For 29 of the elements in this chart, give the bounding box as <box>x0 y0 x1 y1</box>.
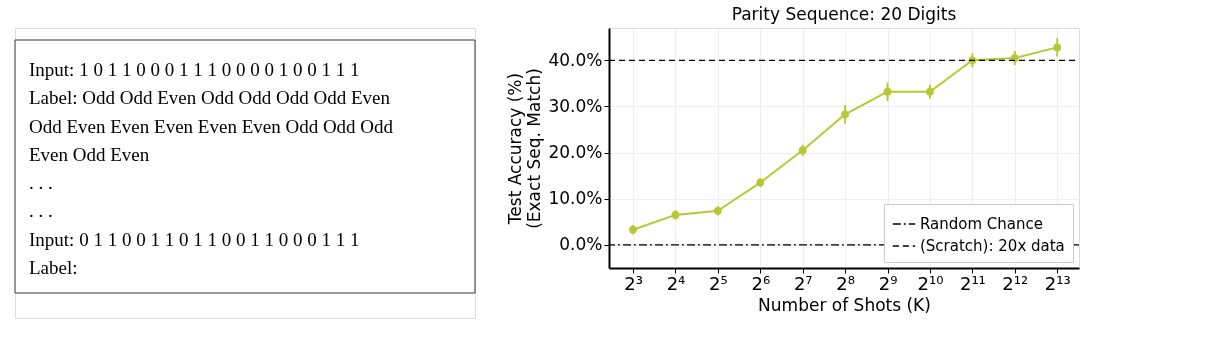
legend-label: (Scratch): 20x data <box>920 237 1065 255</box>
y-axis-title: Test Accuracy (%) (Exact Seq. Match) <box>505 68 545 229</box>
y-tick-label: 0.0% <box>559 234 603 255</box>
chart-title: Parity Sequence: 20 Digits <box>731 4 957 24</box>
text: Even Odd Even <box>29 143 150 165</box>
text: . . . <box>29 200 53 222</box>
y-tick-label: 30.0% <box>548 95 603 116</box>
x-tick-label: 2⁹ <box>878 272 898 294</box>
x-tick-label: 2⁸ <box>836 272 855 294</box>
y-tick-label: 10.0% <box>548 188 603 209</box>
x-axis-title: Number of Shots (K) <box>758 294 931 315</box>
x-tick-label: 2⁷ <box>793 272 813 294</box>
y-tick-label: 20.0% <box>548 142 603 163</box>
x-tick-label: 2⁶ <box>751 272 771 294</box>
x-tick-label: 2⁴ <box>666 272 686 294</box>
text: Label: Odd Odd Even Odd Odd Odd Odd Even <box>29 87 391 109</box>
x-tick-label: 2¹³ <box>1044 272 1071 294</box>
x-tick-label: 2¹⁰ <box>917 272 944 294</box>
text: . . . <box>29 172 53 194</box>
text: Input: 0 1 1 0 0 1 1 0 1 1 0 0 1 1 0 0 0 1 1 1 <box>29 228 360 250</box>
text: Odd Even Even Even Even Even Odd Odd Odd <box>29 115 394 137</box>
x-tick-label: 2¹² <box>1002 272 1029 294</box>
x-tick-label: 2¹¹ <box>959 272 986 294</box>
text: Label: <box>29 256 78 278</box>
y-tick-label: 40.0% <box>548 49 603 70</box>
x-tick-label: 2⁵ <box>709 272 728 294</box>
legend-label: Random Chance <box>920 215 1044 233</box>
text: Input: 1 0 1 1 0 0 0 1 1 1 0 0 0 0 1 0 0 1 1 1 <box>29 59 360 81</box>
x-tick-label: 2³ <box>624 272 643 294</box>
